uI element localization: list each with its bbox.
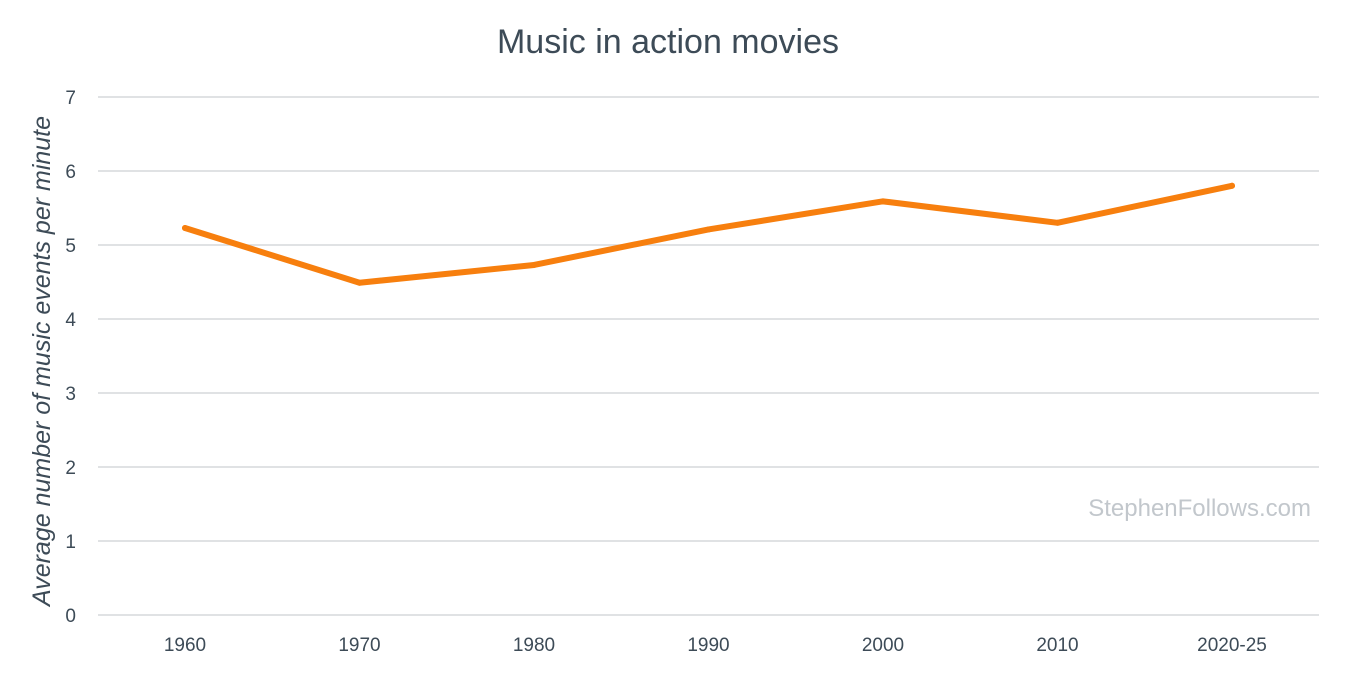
- data-point: [1054, 219, 1061, 226]
- data-point: [356, 279, 363, 286]
- watermark: StephenFollows.com: [1088, 495, 1311, 522]
- x-tick-label: 2010: [1036, 635, 1078, 656]
- x-tick-label: 1990: [687, 635, 729, 656]
- y-tick-label: 1: [65, 532, 76, 553]
- y-tick-label: 2: [65, 458, 76, 479]
- chart-title: Music in action movies: [497, 23, 839, 61]
- x-tick-label: 1970: [338, 635, 380, 656]
- data-point: [705, 226, 712, 233]
- y-tick-label: 7: [65, 88, 76, 109]
- series-line-0: [182, 182, 1235, 286]
- series-layer: [182, 182, 1235, 286]
- y-axis-title: Average number of music events per minut…: [28, 116, 56, 608]
- data-point: [1229, 182, 1235, 189]
- y-tick-label: 4: [65, 310, 76, 331]
- y-axis-ticks: 0 1 2 3 4 5 6 7: [65, 88, 76, 627]
- x-tick-label: 2000: [862, 635, 904, 656]
- x-tick-label: 1960: [164, 635, 206, 656]
- x-tick-label: 2020-25: [1197, 635, 1267, 656]
- x-tick-label: 1980: [513, 635, 555, 656]
- data-point: [880, 198, 886, 205]
- y-tick-label: 0: [65, 606, 76, 627]
- y-tick-label: 6: [65, 162, 76, 183]
- data-point: [182, 224, 188, 231]
- x-axis-ticks: 1960 1970 1980 1990 2000 2010 2020-25: [164, 635, 1267, 656]
- gridlines: [98, 96, 1319, 616]
- y-tick-label: 5: [65, 236, 76, 257]
- data-point: [531, 261, 537, 268]
- y-tick-label: 3: [65, 384, 76, 405]
